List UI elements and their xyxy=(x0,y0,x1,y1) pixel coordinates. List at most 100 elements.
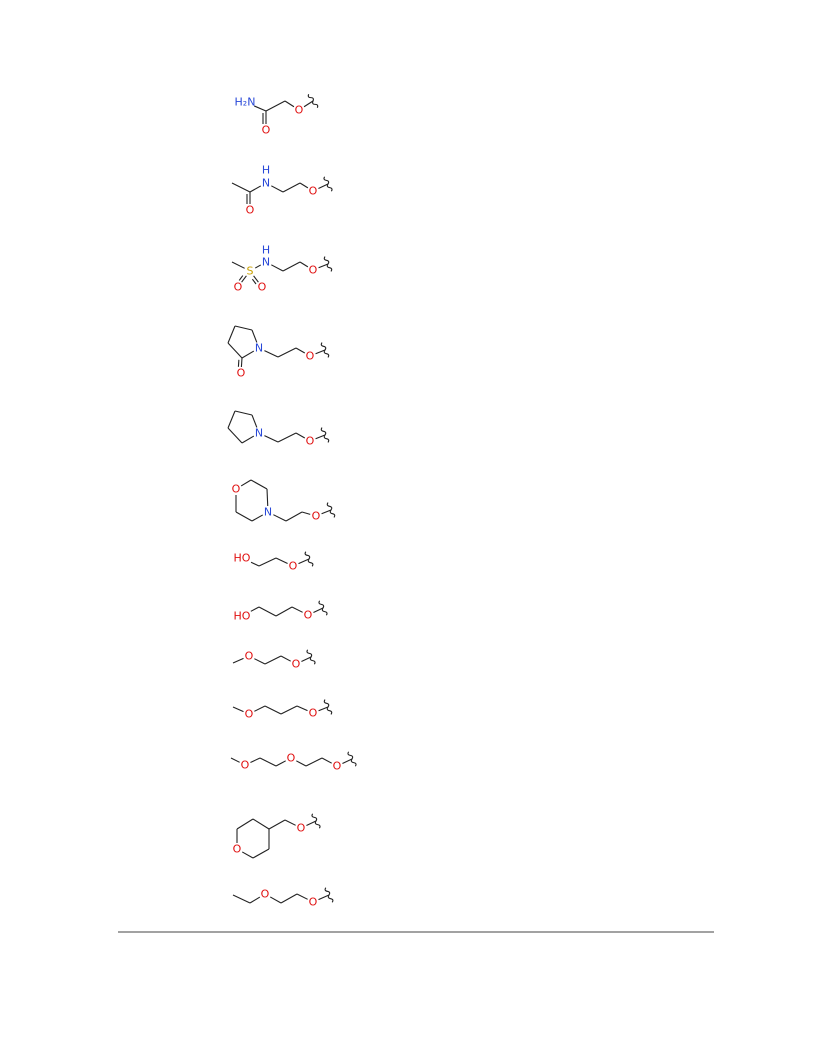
bond xyxy=(297,894,308,899)
attachment-bond xyxy=(321,343,328,358)
bond xyxy=(276,607,292,616)
bond xyxy=(319,264,328,268)
bond xyxy=(304,101,313,107)
atom-label: O xyxy=(312,510,321,523)
bond xyxy=(267,489,268,506)
bond xyxy=(228,343,242,358)
bond xyxy=(254,106,266,111)
atom-label: N xyxy=(255,342,263,355)
attachment-bond xyxy=(321,428,328,443)
atom-label: O xyxy=(289,560,298,573)
atom-label: O xyxy=(306,435,315,448)
structure: NO xyxy=(228,411,329,448)
bond xyxy=(300,183,308,188)
bond xyxy=(306,821,316,825)
atom-label: O xyxy=(297,822,306,835)
bond xyxy=(278,348,296,357)
bond xyxy=(266,101,285,111)
bond xyxy=(228,411,235,428)
bond xyxy=(241,480,251,486)
bond xyxy=(298,559,309,564)
bond xyxy=(283,262,300,271)
attachment-bond xyxy=(327,503,334,518)
attachment-bond xyxy=(348,752,356,766)
attachment-bond xyxy=(308,94,317,107)
bond xyxy=(273,515,286,521)
attachment-bond xyxy=(307,650,315,664)
bond xyxy=(270,897,281,903)
atom-label: H xyxy=(262,164,270,177)
atom-label: O xyxy=(333,760,342,773)
structure: NOO xyxy=(228,326,329,380)
atom-label: O xyxy=(258,281,267,294)
bond xyxy=(292,607,303,612)
bond xyxy=(302,512,310,514)
atom-label: O xyxy=(309,185,318,198)
atom-label: O xyxy=(309,264,318,277)
atom-label: HO xyxy=(234,552,251,565)
bond xyxy=(269,820,285,829)
structure: HO O xyxy=(234,552,313,573)
bond xyxy=(250,186,261,192)
bond xyxy=(251,480,267,489)
attachment-bond xyxy=(312,814,320,828)
bond xyxy=(319,707,328,711)
bond xyxy=(228,326,235,343)
bond xyxy=(253,849,269,858)
bond xyxy=(283,183,300,192)
bond xyxy=(236,512,252,521)
bond xyxy=(322,510,331,514)
atom-label: O xyxy=(246,204,255,217)
structure: HN O O xyxy=(232,164,332,217)
atom-label: O xyxy=(306,350,315,363)
bond xyxy=(300,262,308,267)
atom-label: O xyxy=(261,888,270,901)
bond xyxy=(233,658,244,663)
bond xyxy=(265,706,281,714)
bond xyxy=(232,262,245,268)
atom-label: O xyxy=(304,609,313,622)
bond xyxy=(296,761,306,766)
atom-label: O xyxy=(262,124,271,137)
atom-label: O xyxy=(292,658,301,671)
bond xyxy=(306,758,322,766)
bond xyxy=(322,758,332,763)
bond xyxy=(237,819,253,829)
bond xyxy=(301,657,311,661)
bond xyxy=(265,656,281,664)
bond xyxy=(285,820,296,825)
attachment-bond xyxy=(305,552,313,567)
bond xyxy=(318,895,329,900)
bond xyxy=(251,607,259,611)
bond xyxy=(264,436,278,442)
structure: OO xyxy=(233,814,320,858)
bond xyxy=(281,894,297,903)
bond xyxy=(253,819,269,829)
bond xyxy=(276,761,286,766)
bond xyxy=(252,279,256,284)
atom-label: O xyxy=(295,104,304,117)
bond xyxy=(271,265,283,271)
atom-label: N xyxy=(262,177,270,190)
structure: OO xyxy=(233,650,315,671)
bond xyxy=(254,659,265,664)
bond xyxy=(233,895,250,903)
atom-label: O xyxy=(232,483,241,496)
attachment-bond xyxy=(324,700,331,715)
bond xyxy=(281,656,291,661)
structure: OO xyxy=(233,888,333,909)
attachment-bond xyxy=(325,888,333,903)
bond xyxy=(281,706,297,714)
bond xyxy=(264,351,278,357)
atom-label: S xyxy=(247,265,254,278)
atom-label: O xyxy=(233,843,242,856)
bond xyxy=(276,558,288,563)
atom-label: O xyxy=(237,367,246,380)
bond xyxy=(297,706,308,711)
bond xyxy=(235,411,252,415)
